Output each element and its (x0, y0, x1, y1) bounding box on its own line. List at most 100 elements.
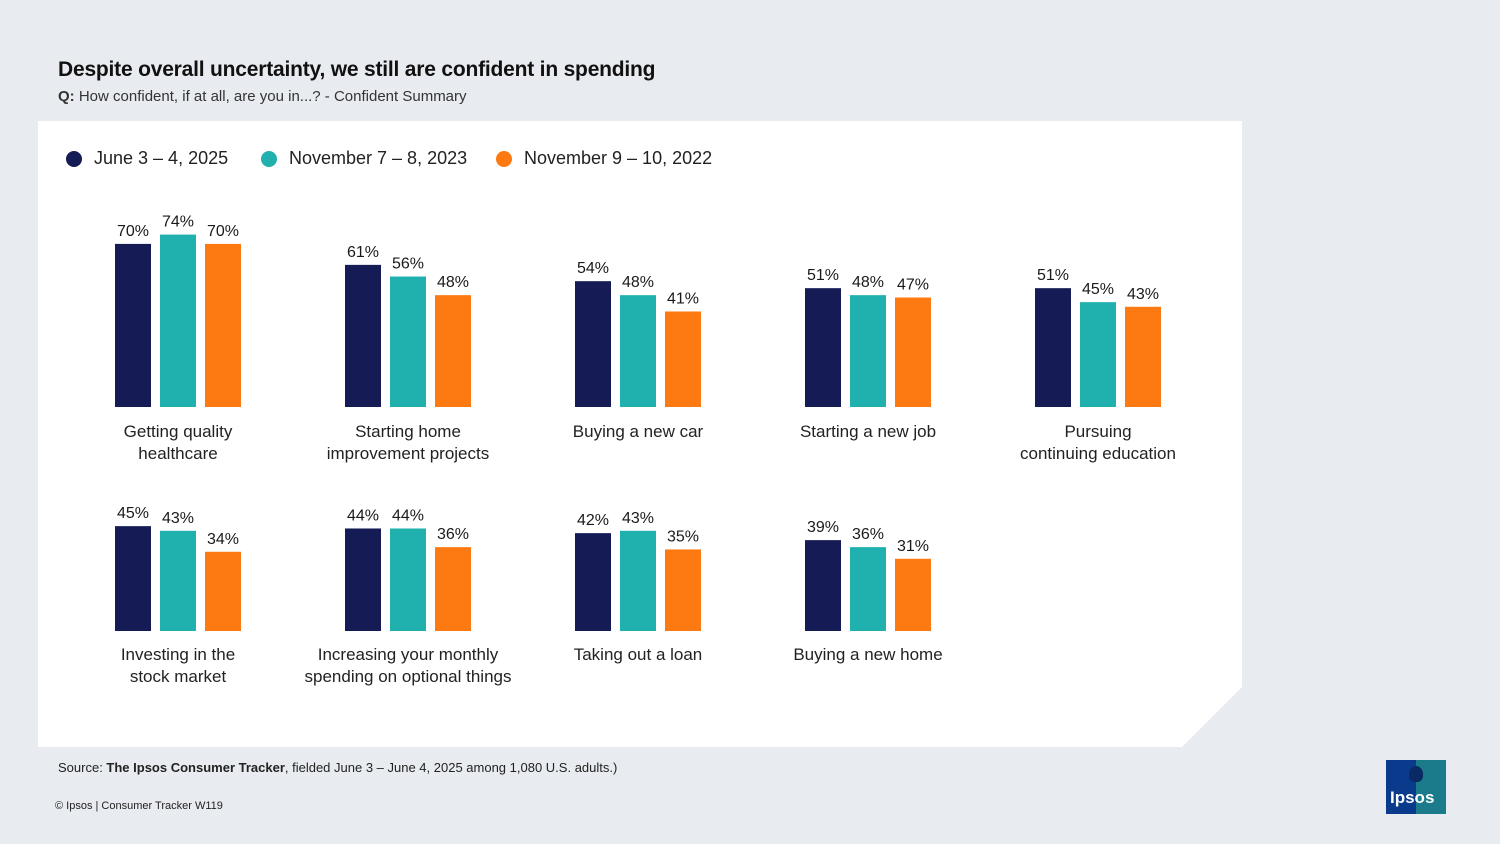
legend-item-2022: November 9 – 10, 2022 (496, 148, 712, 169)
category-label: improvement projects (327, 444, 490, 463)
bar-starting-home-improvement-projects-series-2 (390, 276, 426, 407)
category-label: Investing in the (121, 645, 235, 664)
category-label: Starting a new job (800, 422, 936, 441)
category-label: Getting quality (124, 422, 233, 441)
bar-getting-quality-healthcare-series-1 (115, 243, 151, 407)
legend-swatch-2025 (66, 150, 82, 167)
category-label: Starting home (355, 422, 461, 441)
question-text: How confident, if at all, are you in...?… (78, 88, 467, 105)
source-note: Source: The Ipsos Consumer Tracker, fiel… (58, 760, 617, 775)
legend-item-2025: June 3 – 4, 2025 (66, 148, 228, 169)
category-label: Pursuing (1064, 422, 1131, 441)
bar-value-label: 41% (667, 290, 699, 307)
logo-text: Ipsos (1390, 788, 1435, 807)
bar-value-label: 42% (577, 512, 609, 529)
bar-group-investing-in-the-stock-market: 45% 43% 34% Investing in the stock market (115, 505, 241, 686)
bar-value-label: 47% (897, 276, 929, 293)
bar-value-label: 61% (347, 244, 379, 261)
bar-group-buying-a-new-home: 39% 36% 31% Buying a new home (793, 519, 942, 664)
bar-starting-a-new-job-series-2 (850, 295, 886, 407)
bar-starting-home-improvement-projects-series-3 (435, 295, 471, 407)
bar-investing-in-the-stock-market-series-1 (115, 526, 151, 631)
chart-panel (38, 121, 1242, 747)
bar-value-label: 44% (347, 507, 379, 524)
bar-value-label: 70% (117, 223, 149, 240)
bar-taking-out-a-loan-series-2 (620, 530, 656, 631)
category-label: Taking out a loan (574, 645, 703, 664)
legend-label-2025: June 3 – 4, 2025 (94, 148, 229, 168)
bar-buying-a-new-home-series-1 (805, 540, 841, 631)
bar-value-label: 48% (622, 274, 654, 291)
bar-taking-out-a-loan-series-3 (665, 549, 701, 631)
bar-taking-out-a-loan-series-1 (575, 533, 611, 631)
bar-value-label: 43% (162, 510, 194, 527)
category-label: continuing education (1020, 444, 1176, 463)
bar-getting-quality-healthcare-series-3 (205, 243, 241, 407)
bar-starting-home-improvement-projects-series-1 (345, 264, 381, 407)
bar-group-buying-a-new-car: 54% 48% 41% Buying a new car (573, 260, 704, 441)
bar-value-label: 48% (437, 274, 469, 291)
bar-value-label: 44% (392, 507, 424, 524)
legend-swatch-2022 (496, 150, 512, 167)
source-name: The Ipsos Consumer Tracker (106, 760, 285, 775)
bar-buying-a-new-home-series-3 (895, 558, 931, 631)
bar-group-increasing-your-monthly-spending-on-optional-things: 44% 44% 36% Increasing your monthly spending… (305, 507, 512, 686)
bar-pursuing-continuing-education-series-3 (1125, 306, 1161, 407)
bar-starting-a-new-job-series-3 (895, 297, 931, 407)
category-label: Buying a new car (573, 422, 704, 441)
bar-investing-in-the-stock-market-series-2 (160, 530, 196, 631)
question-prefix: Q: (58, 88, 75, 105)
legend-label-2022: November 9 – 10, 2022 (524, 148, 713, 168)
bar-value-label: 39% (807, 519, 839, 536)
category-label: spending on optional things (305, 667, 512, 686)
category-label: stock market (130, 667, 227, 686)
bar-group-getting-quality-healthcare: 70% 74% 70% Getting quality healthcare (115, 214, 241, 463)
bar-value-label: 51% (1037, 267, 1069, 284)
logo-head-icon (1409, 766, 1423, 782)
legend-swatch-2023 (261, 150, 277, 167)
bar-value-label: 48% (852, 274, 884, 291)
bar-pursuing-continuing-education-series-1 (1035, 288, 1071, 407)
page-title: Despite overall uncertainty, we still ar… (58, 58, 656, 81)
bar-increasing-your-monthly-spending-on-optional-things-series-3 (435, 547, 471, 631)
bar-value-label: 70% (207, 223, 239, 240)
bar-value-label: 45% (1082, 281, 1114, 298)
bar-buying-a-new-car-series-3 (665, 311, 701, 407)
ipsos-logo: Ipsos (1386, 760, 1446, 814)
category-label: Increasing your monthly (318, 645, 499, 664)
bar-buying-a-new-car-series-1 (575, 281, 611, 407)
copyright-note: © Ipsos | Consumer Tracker W119 (55, 800, 223, 812)
bar-value-label: 35% (667, 528, 699, 545)
bar-group-starting-home-improvement-projects: 61% 56% 48% Starting home improvement projec… (327, 244, 490, 463)
bar-group-taking-out-a-loan: 42% 43% 35% Taking out a loan (574, 510, 703, 664)
bar-value-label: 74% (162, 214, 194, 231)
bar-investing-in-the-stock-market-series-3 (205, 551, 241, 631)
legend-label-2023: November 7 – 8, 2023 (289, 148, 468, 168)
bar-buying-a-new-car-series-2 (620, 295, 656, 407)
bar-pursuing-continuing-education-series-2 (1080, 302, 1116, 407)
bar-value-label: 43% (622, 510, 654, 527)
bar-getting-quality-healthcare-series-2 (160, 234, 196, 407)
source-details: , fielded June 3 – June 4, 2025 among 1,… (284, 760, 618, 775)
bar-value-label: 45% (117, 505, 149, 522)
bar-increasing-your-monthly-spending-on-optional-things-series-2 (390, 528, 426, 631)
bar-buying-a-new-home-series-2 (850, 547, 886, 631)
bar-value-label: 36% (852, 526, 884, 543)
category-label: Buying a new home (793, 645, 942, 664)
bar-increasing-your-monthly-spending-on-optional-things-series-1 (345, 528, 381, 631)
bar-group-pursuing-continuing-education: 51% 45% 43% Pursuing continuing education (1020, 267, 1176, 463)
bar-starting-a-new-job-series-1 (805, 288, 841, 407)
source-prefix: Source: (58, 760, 107, 775)
bar-value-label: 51% (807, 267, 839, 284)
bar-value-label: 56% (392, 256, 424, 273)
bar-value-label: 36% (437, 526, 469, 543)
bar-group-starting-a-new-job: 51% 48% 47% Starting a new job (800, 267, 936, 441)
question-subtitle: Q: How confident, if at all, are you in.… (58, 88, 467, 105)
bar-value-label: 34% (207, 531, 239, 548)
bar-value-label: 31% (897, 538, 929, 555)
bar-value-label: 43% (1127, 286, 1159, 303)
bar-value-label: 54% (577, 260, 609, 277)
legend-item-2023: November 7 – 8, 2023 (261, 148, 467, 169)
category-label: healthcare (138, 444, 217, 463)
